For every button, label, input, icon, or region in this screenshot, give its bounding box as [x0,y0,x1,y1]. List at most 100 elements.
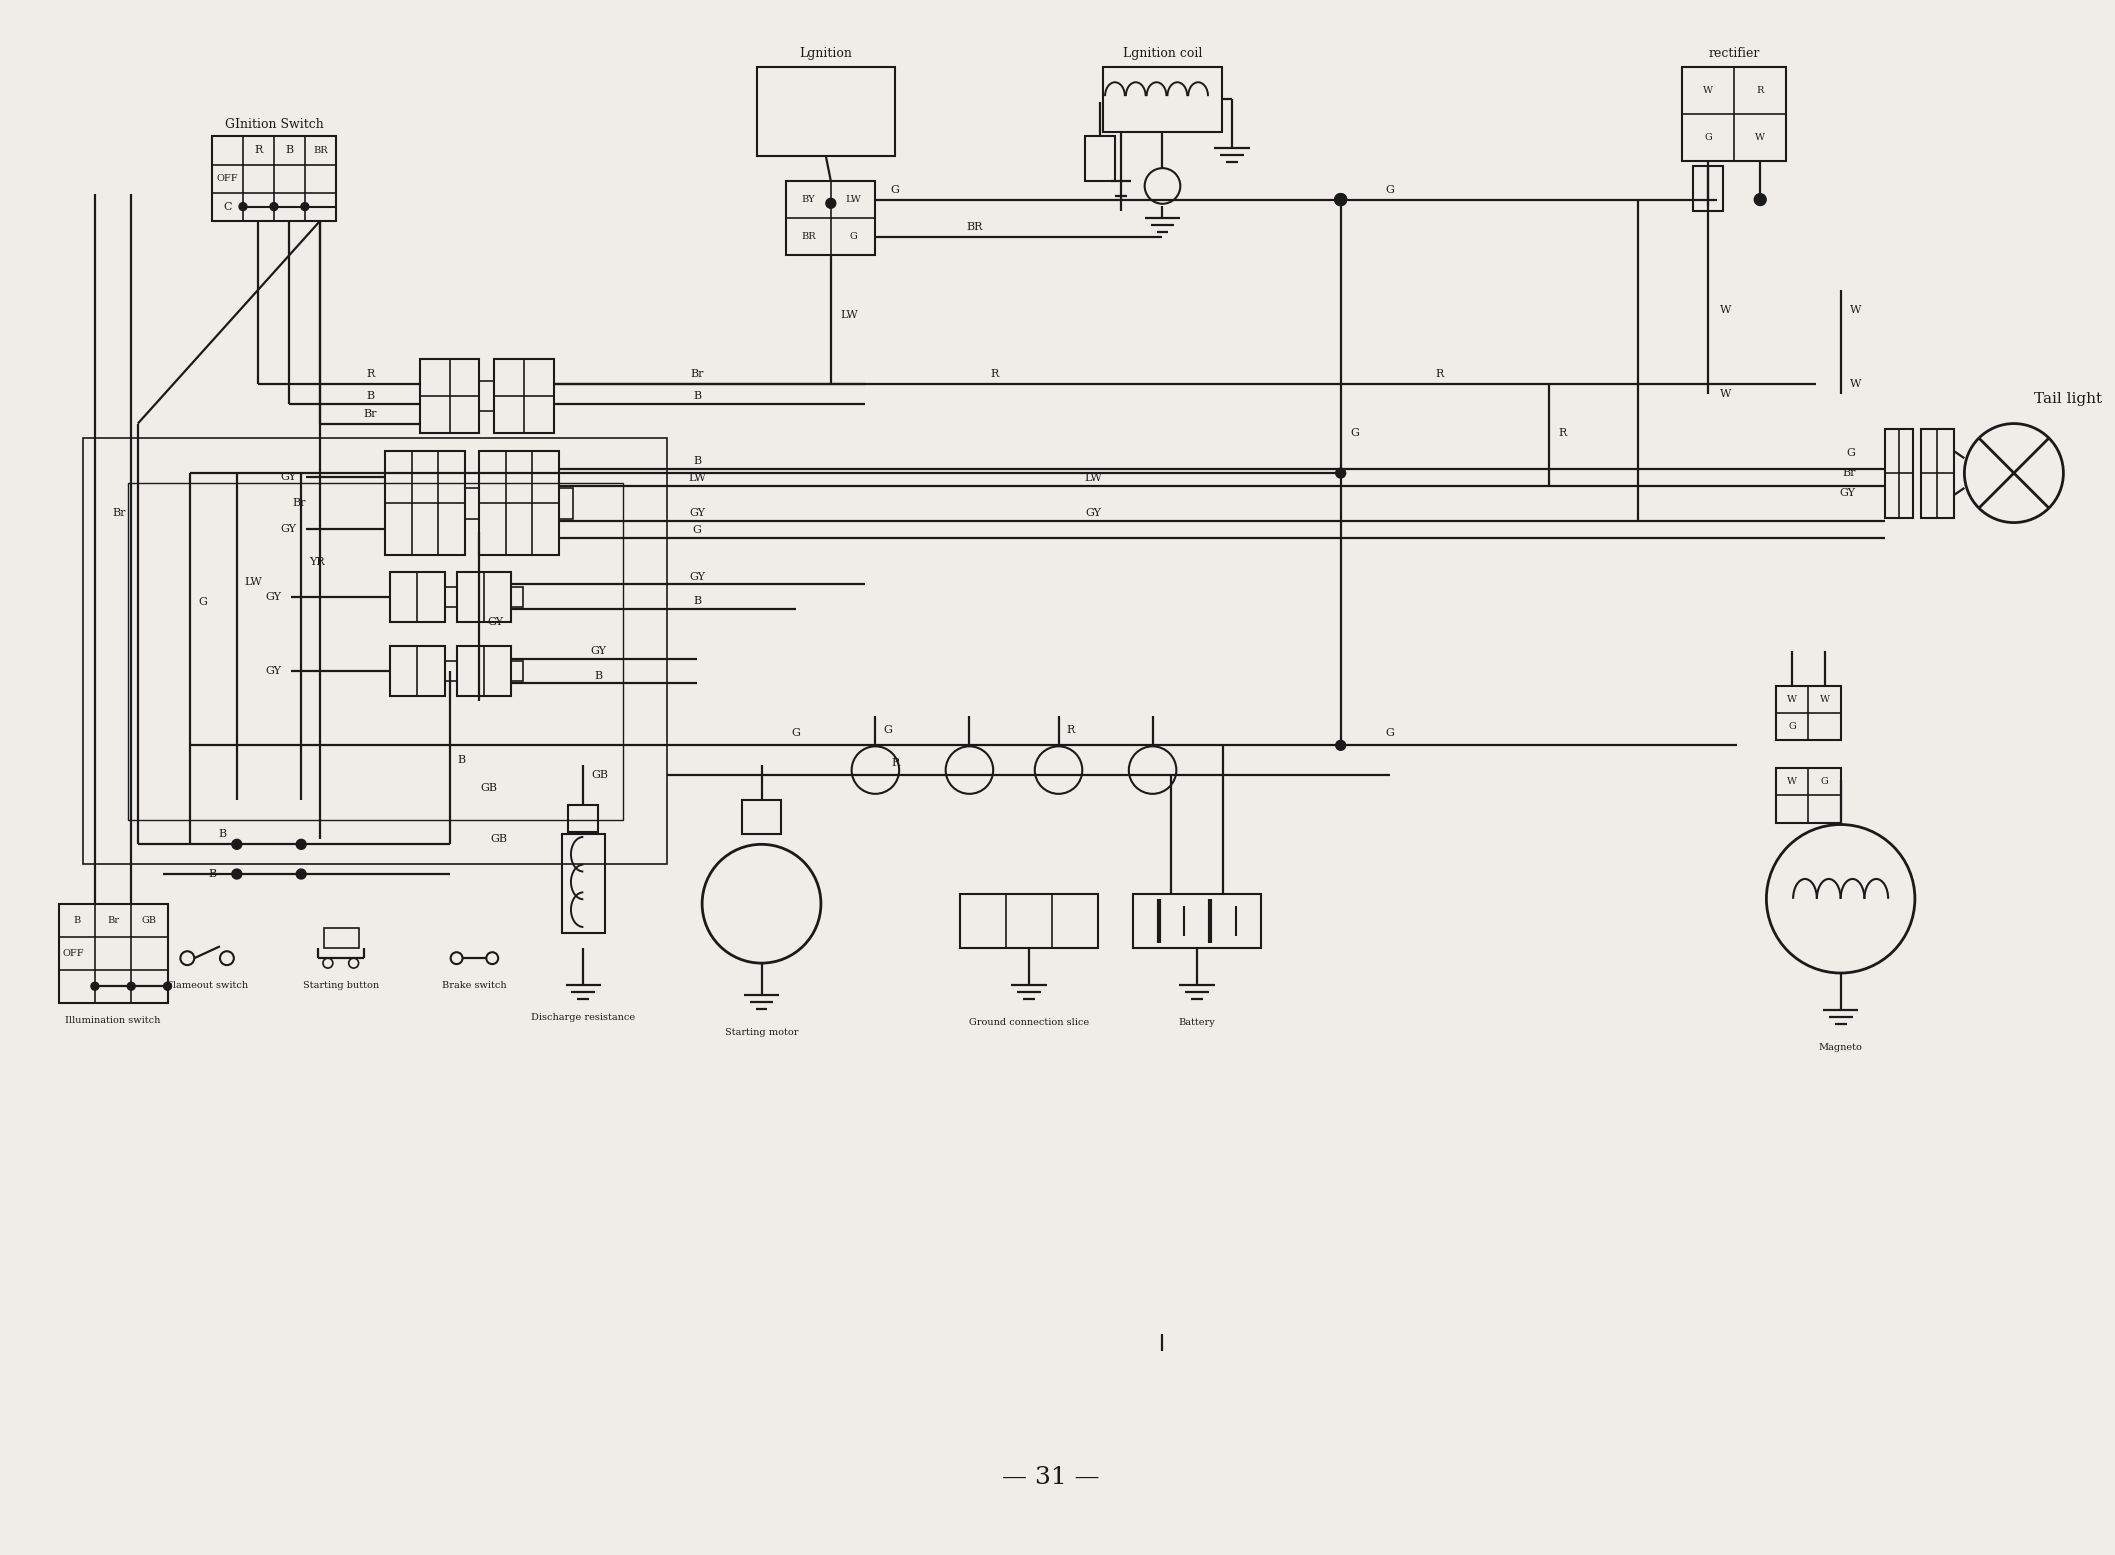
Text: G: G [884,726,893,736]
Text: GY: GY [264,666,281,676]
Bar [558,488,573,519]
Circle shape [239,202,247,210]
Text: Br: Br [1842,468,1855,477]
Text: B: B [74,916,80,925]
Text: G: G [1789,722,1796,731]
Text: GY: GY [264,592,281,602]
Bar [465,488,480,519]
Text: W: W [1703,86,1713,95]
Bar [480,381,495,411]
Circle shape [296,840,307,849]
Circle shape [127,983,135,991]
Text: Tail light: Tail light [2035,392,2102,406]
Text: R: R [366,369,374,379]
Text: R: R [254,146,262,156]
Text: GB: GB [142,916,157,925]
Circle shape [1753,194,1766,205]
Bar [495,359,554,434]
Text: Battery: Battery [1178,1019,1216,1026]
Text: LW: LW [687,473,706,482]
Text: YR: YR [309,557,326,568]
Text: C: C [224,202,233,211]
Bar [59,903,167,1003]
Text: GY: GY [279,473,296,482]
Bar [1777,768,1840,823]
Bar [324,928,360,949]
Text: B: B [457,756,465,765]
Bar [512,661,522,681]
Circle shape [1335,194,1347,205]
Text: W: W [1851,379,1861,389]
Bar [742,799,780,835]
Text: BR: BR [313,146,328,156]
Text: R: R [1066,726,1074,736]
Text: B: B [694,596,702,606]
Text: GY: GY [279,524,296,535]
Text: W: W [1719,305,1732,314]
Bar [421,359,480,434]
Circle shape [296,869,307,879]
Bar [1884,429,1912,518]
Text: LW: LW [1085,473,1102,482]
Bar [480,451,558,555]
Text: G: G [1846,448,1855,459]
Circle shape [1337,468,1345,477]
Text: Brake switch: Brake switch [442,981,508,991]
Text: Lgnition coil: Lgnition coil [1123,47,1201,59]
Text: G: G [890,185,899,194]
Text: G: G [791,728,802,739]
Bar [1920,429,1954,518]
Bar [127,484,624,819]
Bar [757,67,895,156]
Bar [385,451,465,555]
Circle shape [1337,740,1345,750]
Text: B: B [694,390,702,401]
Circle shape [271,202,277,210]
Text: G: G [1385,185,1394,194]
Circle shape [163,983,171,991]
Bar [457,572,512,622]
Bar [1085,137,1115,180]
Bar [1777,686,1840,740]
Text: G: G [1705,134,1713,142]
Circle shape [233,869,241,879]
Text: Br: Br [292,498,305,508]
Bar [1134,894,1261,949]
Circle shape [825,199,835,208]
Bar [1694,166,1724,211]
Text: W: W [1787,695,1798,704]
Bar [787,180,876,255]
Text: GY: GY [1085,508,1102,518]
Text: BY: BY [802,194,816,204]
Bar [391,572,444,622]
Bar [1681,67,1787,162]
Bar [457,647,512,695]
Circle shape [91,983,99,991]
Text: W: W [1719,389,1732,400]
Bar [1104,67,1222,132]
Text: Flameout switch: Flameout switch [167,981,247,991]
Text: GY: GY [689,572,704,582]
Text: R: R [1559,429,1567,439]
Bar [960,894,1098,949]
Text: W: W [1787,778,1798,787]
Text: B: B [286,146,294,156]
Text: Br: Br [112,507,127,518]
Text: Br: Br [364,409,376,418]
Text: B: B [218,829,226,840]
Text: G: G [1351,429,1360,439]
Text: R: R [1758,86,1764,95]
Text: rectifier: rectifier [1709,47,1760,59]
Text: W: W [1755,134,1766,142]
Text: GY: GY [486,617,503,627]
Text: Ground connection slice: Ground connection slice [969,1019,1089,1026]
Bar [569,805,599,832]
Text: G: G [1821,778,1829,787]
Bar [212,137,336,221]
Text: Lgnition: Lgnition [799,47,852,59]
Text: — 31 —: — 31 — [1003,1466,1100,1490]
Bar [444,661,457,681]
Text: Illumination switch: Illumination switch [66,1015,161,1025]
Text: W: W [1819,695,1829,704]
Text: GInition Switch: GInition Switch [224,118,324,131]
